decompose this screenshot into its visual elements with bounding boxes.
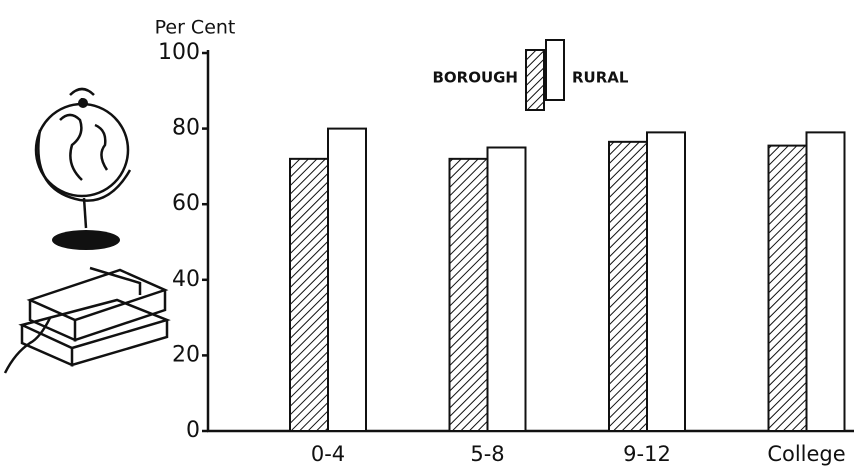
x-tick-label: 9-12 [623,442,671,466]
bar [769,146,807,431]
bar [488,148,526,432]
x-tick-label: 5-8 [470,442,504,466]
bar [328,129,366,431]
globe-illustration [36,89,130,250]
bar [647,132,685,431]
books-illustration [5,268,167,373]
page: {"chart_data": {"type": "bar", "y_label"… [0,0,854,471]
bar [807,132,845,431]
y-axis-label: Per Cent [155,17,236,39]
x-tick-label: College [767,442,845,466]
y-tick-label: 20 [172,342,200,367]
bar [609,142,647,431]
chart: Per Cent 0 20 40 60 80 100 0-4 5-8 9-12 College BO… [0,0,854,471]
y-tick-label: 100 [158,40,200,65]
x-tick-label: 0-4 [311,442,345,466]
y-tick-label: 60 [172,191,200,216]
legend-label: RURAL [572,69,629,87]
y-tick-label: 0 [186,418,200,443]
y-tick-label: 40 [172,267,200,292]
y-tick-label: 80 [172,116,200,141]
bar [450,159,488,431]
bar [290,159,328,431]
legend-swatch [546,40,564,100]
legend-swatch [526,50,544,110]
legend-label: BOROUGH [432,69,518,87]
